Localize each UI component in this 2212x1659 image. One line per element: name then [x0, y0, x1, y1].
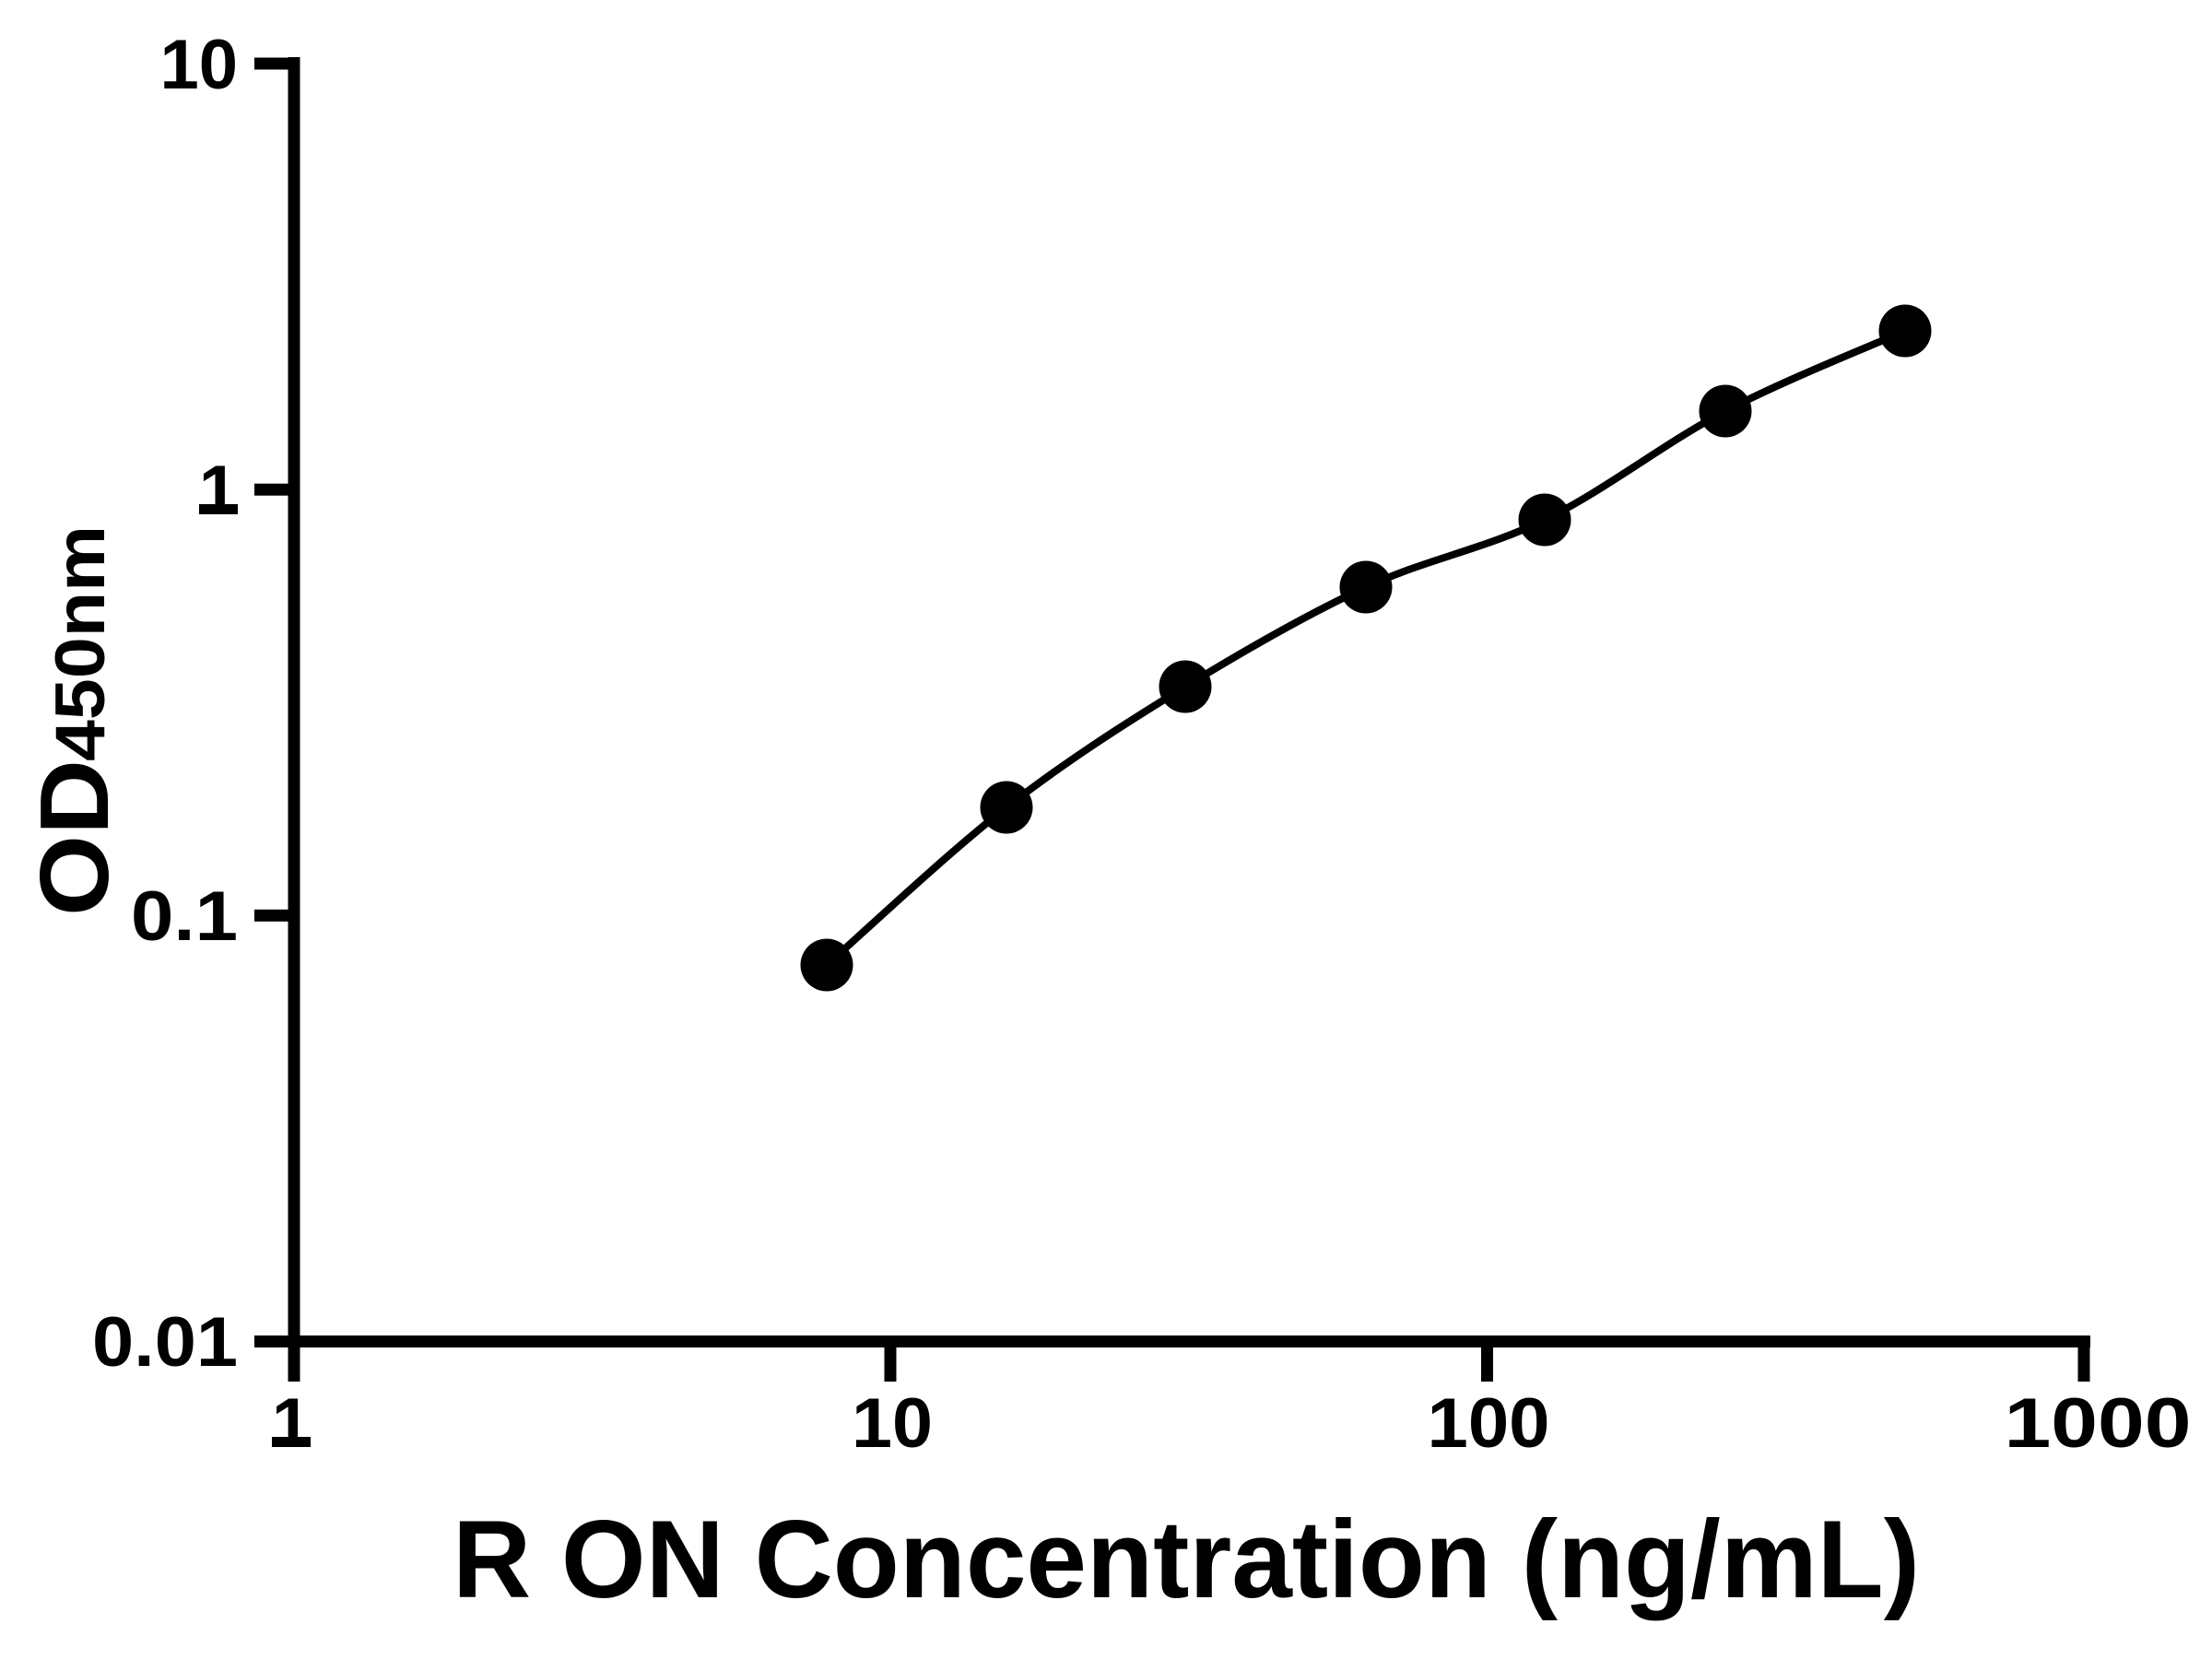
svg-text:10: 10 [852, 1384, 933, 1463]
svg-text:R ON Concentration (ng/mL): R ON Concentration (ng/mL) [453, 1498, 1920, 1621]
svg-text:OD: OD [20, 759, 129, 916]
svg-text:450nm: 450nm [41, 525, 120, 761]
svg-text:1: 1 [199, 452, 238, 530]
svg-text:1: 1 [272, 1384, 311, 1463]
svg-text:100: 100 [1428, 1384, 1550, 1463]
svg-text:0.01: 0.01 [92, 1303, 238, 1382]
svg-text:10: 10 [159, 26, 238, 104]
svg-text:0.1: 0.1 [131, 877, 238, 956]
svg-text:1000: 1000 [2005, 1384, 2192, 1463]
